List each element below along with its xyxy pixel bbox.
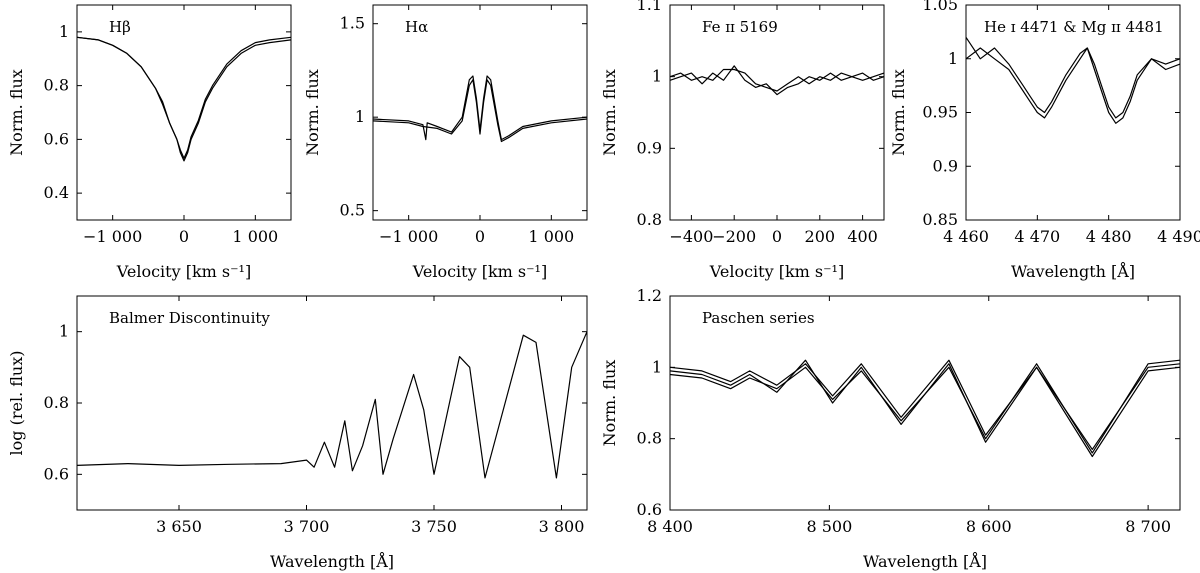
y-tick-label: 0.6: [44, 129, 69, 148]
spectrum-line-2: [76, 36, 292, 159]
y-axis-label: Norm. flux: [600, 360, 619, 447]
panel-title: Hα: [405, 18, 428, 36]
spectrum-line-2: [669, 359, 1181, 454]
plot-frame: [372, 4, 588, 221]
panel-title: Paschen series: [702, 309, 815, 327]
x-tick-label: 0: [772, 227, 782, 246]
y-tick-label: 0.9: [637, 138, 662, 157]
panel-title: Fe ɪɪ 5169: [702, 18, 778, 36]
y-axis-label: log (rel. flux): [7, 351, 26, 456]
y-tick-label: 1: [652, 357, 662, 376]
y-tick-label: 0.8: [637, 429, 662, 448]
x-axis-label: Velocity [km s⁻¹]: [709, 262, 844, 281]
plot-frame: [76, 4, 292, 221]
spectrum-line-3: [669, 359, 1181, 450]
x-tick-label: 0: [475, 227, 485, 246]
spectrum-line-1: [669, 359, 1181, 458]
x-tick-label: 3 700: [284, 517, 330, 536]
x-tick-label: 4 490: [1157, 227, 1200, 246]
y-tick-label: 0.85: [922, 210, 958, 229]
y-tick-label: 0.8: [637, 210, 662, 229]
y-axis-label: Norm. flux: [7, 69, 26, 156]
x-axis-label: Wavelength [Å]: [863, 551, 987, 571]
spectrum-line-1: [669, 68, 885, 92]
x-tick-label: −200: [712, 227, 756, 246]
plot-frame: [669, 295, 1181, 511]
x-tick-label: 8 500: [806, 517, 852, 536]
spectrum-line-1: [76, 36, 292, 162]
x-tick-label: 8 400: [647, 517, 693, 536]
y-tick-label: 0.8: [44, 393, 69, 412]
x-axis-label: Wavelength [Å]: [270, 551, 394, 571]
panel-1: −1 000 0 1 000 0.4 0.6 0.8 1 Hβ Velocity [km s⁻¹…: [7, 4, 292, 281]
x-axis-label: Wavelength [Å]: [1011, 261, 1135, 281]
x-tick-label: 1 000: [528, 227, 574, 246]
panel-4: 4 460 4 470 4 480 4 490 0.85 0.9 0.95 1 1.05 He ɪ…: [889, 0, 1200, 281]
y-axis-label: Norm. flux: [600, 69, 619, 156]
x-tick-label: 8 600: [966, 517, 1012, 536]
y-axis-label: Norm. flux: [303, 69, 322, 156]
panel-2: −1 000 0 1 000 0.5 1 1.5 Hα Velocity [km s⁻¹] No…: [303, 4, 588, 281]
x-tick-label: −400: [669, 227, 713, 246]
y-tick-label: 0.6: [637, 500, 662, 519]
x-tick-label: 3 650: [156, 517, 202, 536]
y-tick-label: 1.5: [340, 14, 365, 33]
panel-5: 3 650 3 700 3 750 3 800 0.6 0.8 1 Balmer Discon…: [7, 295, 588, 571]
spectrum-line-1: [76, 331, 588, 479]
y-tick-label: 0.95: [922, 103, 958, 122]
panel-title: Balmer Discontinuity: [109, 309, 270, 327]
y-tick-label: 1: [355, 107, 365, 126]
x-tick-label: 0: [179, 227, 189, 246]
spectrum-line-1: [965, 47, 1181, 124]
x-tick-label: 3 750: [411, 517, 457, 536]
x-tick-label: 4 460: [943, 227, 989, 246]
spectrum-line-2: [669, 65, 885, 96]
x-tick-label: 1 000: [232, 227, 278, 246]
x-tick-label: 4 480: [1086, 227, 1132, 246]
y-tick-label: 1.05: [922, 0, 958, 14]
x-axis-label: Velocity [km s⁻¹]: [412, 262, 547, 281]
y-tick-label: 0.8: [44, 76, 69, 95]
x-tick-label: −1 000: [379, 227, 438, 246]
x-tick-label: 200: [805, 227, 836, 246]
y-tick-label: 1.1: [637, 0, 662, 14]
y-tick-label: 0.5: [340, 201, 365, 220]
y-tick-label: 0.4: [44, 183, 69, 202]
y-tick-label: 1: [948, 49, 958, 68]
x-tick-label: −1 000: [83, 227, 142, 246]
x-tick-label: 4 470: [1014, 227, 1060, 246]
y-tick-label: 1.2: [637, 286, 662, 305]
panel-6: 8 400 8 500 8 600 8 700 0.6 0.8 1 1.2 Paschen se…: [600, 286, 1181, 571]
plot-frame: [669, 4, 885, 221]
panel-title: Hβ: [109, 18, 131, 36]
x-tick-label: 3 800: [539, 517, 585, 536]
y-tick-label: 1: [652, 67, 662, 86]
spectrum-line-2: [372, 79, 588, 143]
panel-title: He ɪ 4471 & Mg ɪɪ 4481: [984, 18, 1164, 36]
plot-frame: [76, 295, 588, 511]
y-tick-label: 1: [59, 22, 69, 41]
y-tick-label: 0.6: [44, 464, 69, 483]
y-tick-label: 0.9: [933, 156, 958, 175]
y-axis-label: Norm. flux: [889, 69, 908, 156]
x-tick-label: 8 700: [1125, 517, 1171, 536]
plot-frame: [965, 4, 1181, 221]
x-tick-label: 400: [847, 227, 878, 246]
x-axis-label: Velocity [km s⁻¹]: [116, 262, 251, 281]
spectrum-line-2: [965, 36, 1181, 119]
panel-3: −400−200 0 200 400 0.8 0.9 1 1.1 Fe ɪɪ 5169 Veloc…: [600, 0, 885, 281]
y-tick-label: 1: [59, 322, 69, 341]
